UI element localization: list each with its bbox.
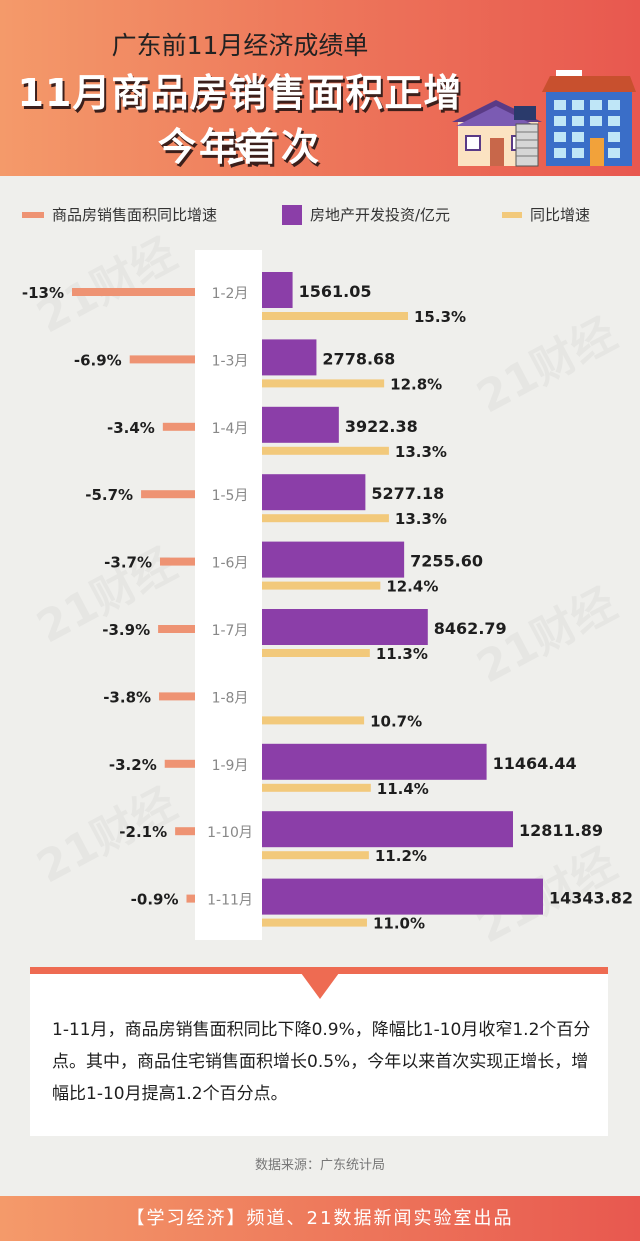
summary-accent-bar — [30, 967, 608, 974]
investment-value-label: 8462.79 — [434, 619, 507, 638]
summary-text: 1-11月，商品房销售面积同比下降0.9%，降幅比1-10月收窄1.2个百分点。… — [52, 1020, 591, 1104]
legend-label-invest-growth: 同比增速 — [530, 206, 591, 224]
category-label: 1-10月 — [207, 825, 253, 841]
legend-item-area-growth: 商品房销售面积同比增速 — [22, 204, 217, 225]
page-title: 11月商品房销售面积正增长 — [17, 71, 463, 170]
area-growth-value-label: -6.9% — [74, 351, 122, 369]
area-growth-value-label: -3.9% — [102, 621, 150, 639]
invest-growth-value-label: 11.4% — [377, 780, 429, 798]
category-label: 1-8月 — [212, 690, 249, 706]
investment-value-label: 11464.44 — [493, 754, 577, 773]
area-growth-value-label: -5.7% — [85, 486, 133, 504]
area-growth-bar — [159, 692, 195, 701]
legend-label-area-growth: 商品房销售面积同比增速 — [52, 206, 218, 224]
investment-bar — [262, 474, 366, 511]
data-source: 数据来源：广东统计局 — [254, 1158, 385, 1173]
invest-growth-bar — [262, 918, 367, 927]
category-label: 1-7月 — [212, 623, 249, 639]
category-label: 1-2月 — [212, 286, 249, 302]
invest-growth-bar — [262, 514, 389, 523]
area-growth-value-label: -13% — [22, 284, 64, 302]
area-growth-value-label: -3.4% — [107, 419, 155, 437]
area-growth-bar — [159, 557, 195, 566]
area-growth-value-label: -3.2% — [109, 756, 157, 774]
area-growth-bar — [162, 422, 195, 431]
area-growth-bar — [72, 288, 195, 296]
legend-swatch-investment — [282, 204, 302, 225]
investment-bar — [262, 811, 513, 848]
header-banner: 广东前11月经济成绩单 11月商品房销售面积正增长 今年首次 — [0, 0, 640, 176]
category-label: 1-3月 — [212, 353, 249, 369]
footer-credit: 【学习经济】频道、21数据新闻实验室出品 — [0, 1196, 640, 1241]
area-growth-bar — [186, 894, 195, 903]
legend-swatch-invest-growth — [502, 211, 522, 218]
investment-value-label: 7255.60 — [410, 552, 483, 571]
investment-bar — [262, 272, 293, 308]
category-label: 1-4月 — [212, 421, 249, 437]
area-growth-value-label: -2.1% — [119, 823, 167, 841]
category-label: 1-6月 — [212, 556, 249, 572]
legend-swatch-area-growth — [22, 211, 44, 218]
invest-growth-value-label: 13.3% — [395, 510, 447, 528]
investment-bar — [262, 743, 487, 780]
invest-growth-value-label: 12.4% — [386, 578, 438, 596]
area-growth-bar — [141, 490, 195, 499]
category-label: 1-11月 — [207, 893, 253, 909]
category-label: 1-9月 — [212, 758, 249, 774]
bar-chart: 1-2月 -13% 1561.05 15.3% 1-3月 -6.9% 2778.68 12.8… — [22, 250, 633, 940]
invest-growth-bar — [262, 446, 389, 455]
houses-illustration — [452, 70, 636, 167]
investment-bar — [262, 406, 339, 443]
invest-growth-bar — [262, 851, 369, 860]
area-growth-value-label: -3.7% — [104, 554, 152, 572]
investment-bar — [262, 878, 543, 915]
invest-growth-bar — [262, 312, 408, 320]
legend-label-investment: 房地产开发投资/亿元 — [310, 206, 451, 224]
legend-item-invest-growth: 同比增速 — [502, 204, 590, 225]
investment-value-label: 14343.82 — [549, 889, 633, 908]
investment-value-label: 2778.68 — [322, 349, 395, 368]
investment-value-label: 5277.18 — [371, 484, 444, 503]
area-growth-bar — [164, 759, 195, 768]
summary-arrow-icon — [301, 973, 339, 999]
invest-growth-value-label: 11.2% — [375, 847, 427, 865]
invest-growth-bar — [262, 379, 385, 388]
invest-growth-bar — [262, 649, 370, 657]
area-growth-value-label: -0.9% — [131, 891, 179, 909]
invest-growth-value-label: 10.7% — [370, 712, 422, 730]
invest-growth-value-label: 12.8% — [390, 375, 442, 393]
page-title-line2: 今年首次 — [157, 125, 322, 169]
invest-growth-bar — [262, 783, 371, 792]
invest-growth-value-label: 13.3% — [395, 443, 447, 461]
area-growth-bar — [129, 355, 195, 364]
chart-legend: 商品房销售面积同比增速 房地产开发投资/亿元 同比增速 — [0, 196, 640, 232]
investment-bar — [262, 609, 428, 645]
invest-growth-bar — [262, 716, 365, 725]
investment-value-label: 3922.38 — [345, 417, 418, 436]
invest-growth-bar — [262, 581, 381, 590]
investment-value-label: 12811.89 — [519, 821, 603, 840]
investment-bar — [262, 541, 405, 578]
legend-item-investment: 房地产开发投资/亿元 — [282, 204, 450, 225]
summary-box — [30, 974, 608, 1136]
investment-bar — [262, 339, 317, 376]
category-label: 1-5月 — [212, 488, 249, 504]
category-column — [195, 250, 262, 940]
area-growth-bar — [175, 827, 195, 836]
area-growth-bar — [158, 625, 195, 633]
invest-growth-value-label: 11.3% — [376, 645, 428, 663]
area-growth-value-label: -3.8% — [103, 688, 151, 706]
invest-growth-value-label: 11.0% — [373, 915, 425, 933]
investment-value-label: 1561.05 — [299, 282, 372, 301]
page-subtitle: 广东前11月经济成绩单 — [111, 31, 369, 60]
invest-growth-value-label: 15.3% — [414, 308, 466, 326]
